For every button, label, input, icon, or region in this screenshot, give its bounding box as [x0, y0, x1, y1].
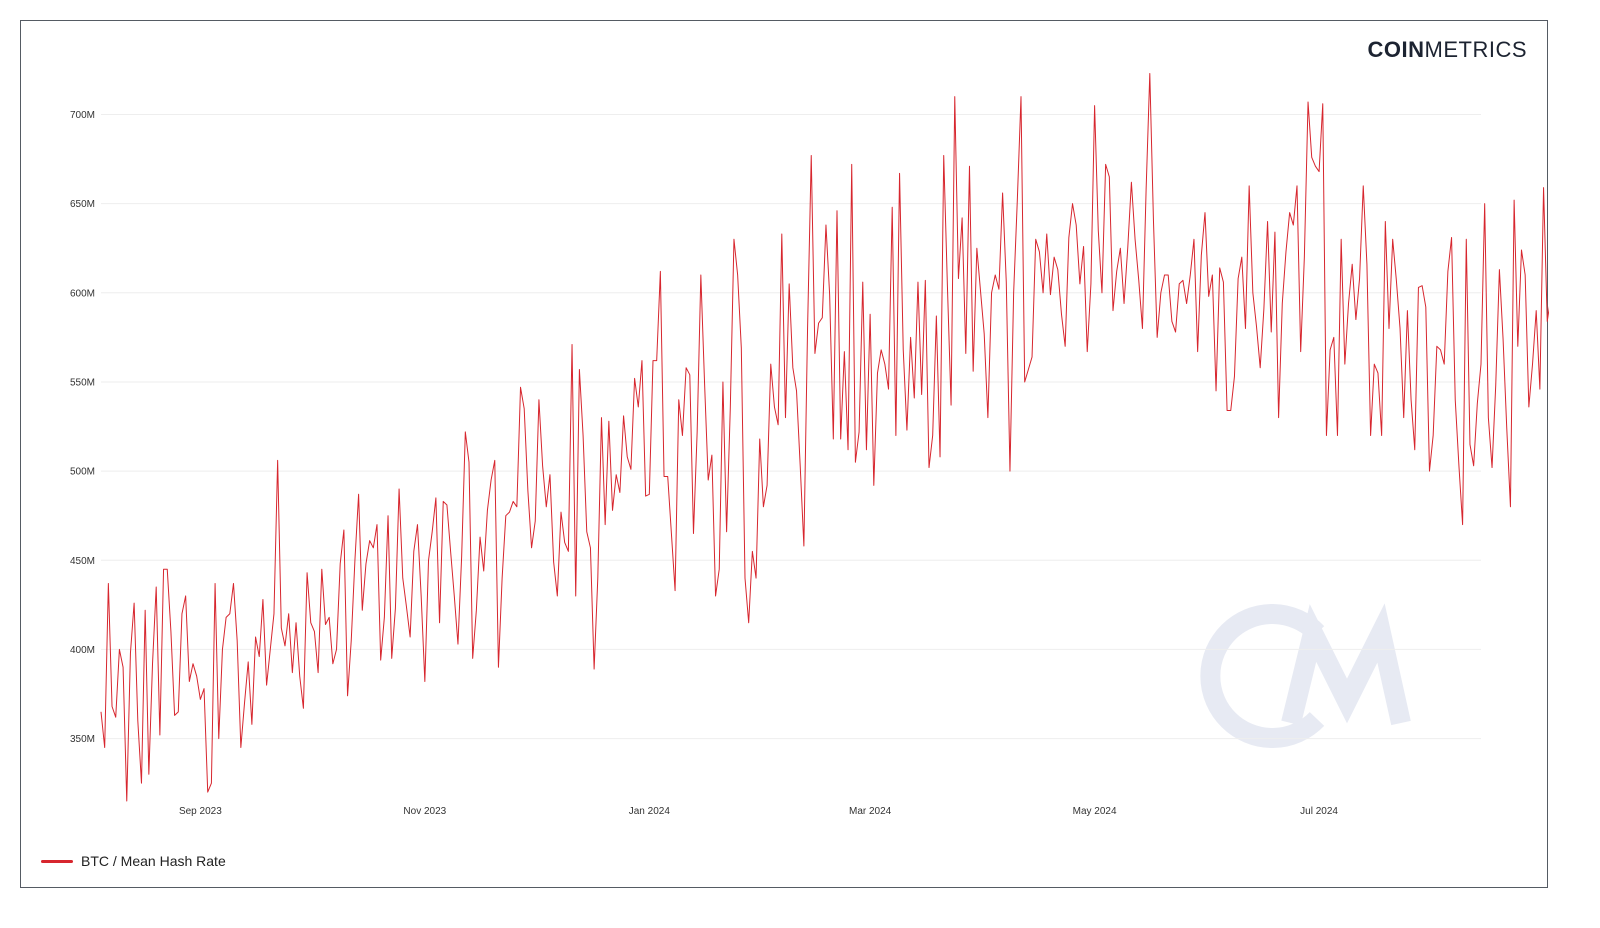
logo-light-text: METRICS — [1424, 37, 1527, 62]
y-tick-label: 550M — [70, 377, 95, 388]
cm-watermark-icon — [1200, 603, 1411, 748]
x-axis-ticks: Sep 2023 Nov 2023 Jan 2024 Mar 2024 May 2024… — [179, 806, 1338, 817]
x-tick-label: May 2024 — [1073, 806, 1117, 817]
legend-label: BTC / Mean Hash Rate — [81, 853, 226, 869]
chart-frame: COINMETRICS 350M 400M 450M 500M 550M 600M 650M… — [20, 20, 1549, 888]
y-tick-label: 500M — [70, 467, 95, 478]
y-tick-label: 350M — [70, 734, 95, 745]
legend-swatch — [41, 859, 73, 863]
y-tick-label: 600M — [70, 288, 95, 299]
legend[interactable]: BTC / Mean Hash Rate — [41, 853, 226, 869]
grid-lines — [101, 113, 1481, 740]
y-axis-ticks: 350M 400M 450M 500M 550M 600M 650M 700M — [70, 110, 95, 745]
y-tick-label: 700M — [70, 110, 95, 121]
y-tick-label: 450M — [70, 556, 95, 567]
coinmetrics-logo: COINMETRICS — [1368, 37, 1528, 63]
x-tick-label: Sep 2023 — [179, 806, 222, 817]
x-tick-label: Mar 2024 — [849, 806, 892, 817]
x-tick-label: Jan 2024 — [629, 806, 671, 817]
x-tick-label: Jul 2024 — [1300, 806, 1338, 817]
series-line-btc-mean-hash-rate — [100, 72, 1549, 802]
logo-bold-text: COIN — [1367, 37, 1425, 62]
x-tick-label: Nov 2023 — [403, 806, 446, 817]
line-chart: 350M 400M 450M 500M 550M 600M 650M 700M Sep 202… — [70, 72, 1549, 817]
y-tick-label: 400M — [70, 645, 95, 656]
y-tick-label: 650M — [70, 199, 95, 210]
